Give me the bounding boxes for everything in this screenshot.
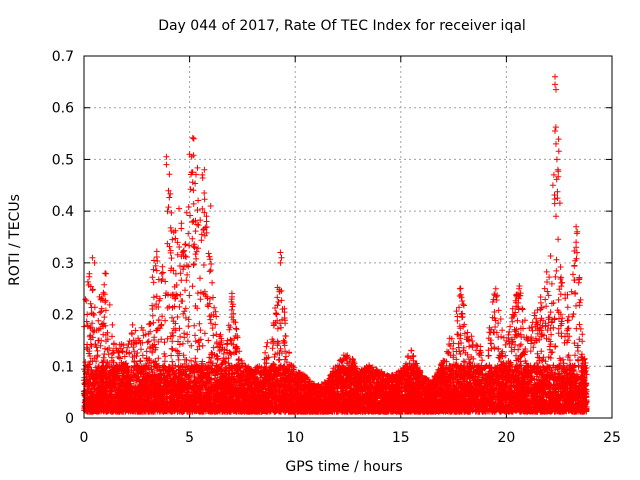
y-tick-label: 0.2 <box>52 308 74 324</box>
y-tick-label: 0 <box>65 411 74 427</box>
x-tick-label: 0 <box>80 430 89 446</box>
x-tick-label: 20 <box>497 430 515 446</box>
y-axis-label: ROTI / TECUs <box>7 194 23 286</box>
x-tick-label: 25 <box>603 430 621 446</box>
x-tick-label: 5 <box>185 430 194 446</box>
gridlines <box>84 56 612 418</box>
y-tick-label: 0.1 <box>52 359 74 375</box>
plot-frame <box>83 55 613 419</box>
x-tick-label: 10 <box>286 430 304 446</box>
chart-title: Day 044 of 2017, Rate Of TEC Index for r… <box>158 18 526 34</box>
roti-plus-markers <box>81 73 590 415</box>
x-tick-label: 15 <box>392 430 410 446</box>
y-tick-label: 0.7 <box>52 49 74 65</box>
y-tick-label: 0.3 <box>52 256 74 272</box>
y-tick-label: 0.6 <box>52 101 74 117</box>
y-tick-label: 0.4 <box>52 204 74 220</box>
data-points <box>81 73 590 415</box>
x-axis-label: GPS time / hours <box>285 459 402 475</box>
y-tick-label: 0.5 <box>52 152 74 168</box>
